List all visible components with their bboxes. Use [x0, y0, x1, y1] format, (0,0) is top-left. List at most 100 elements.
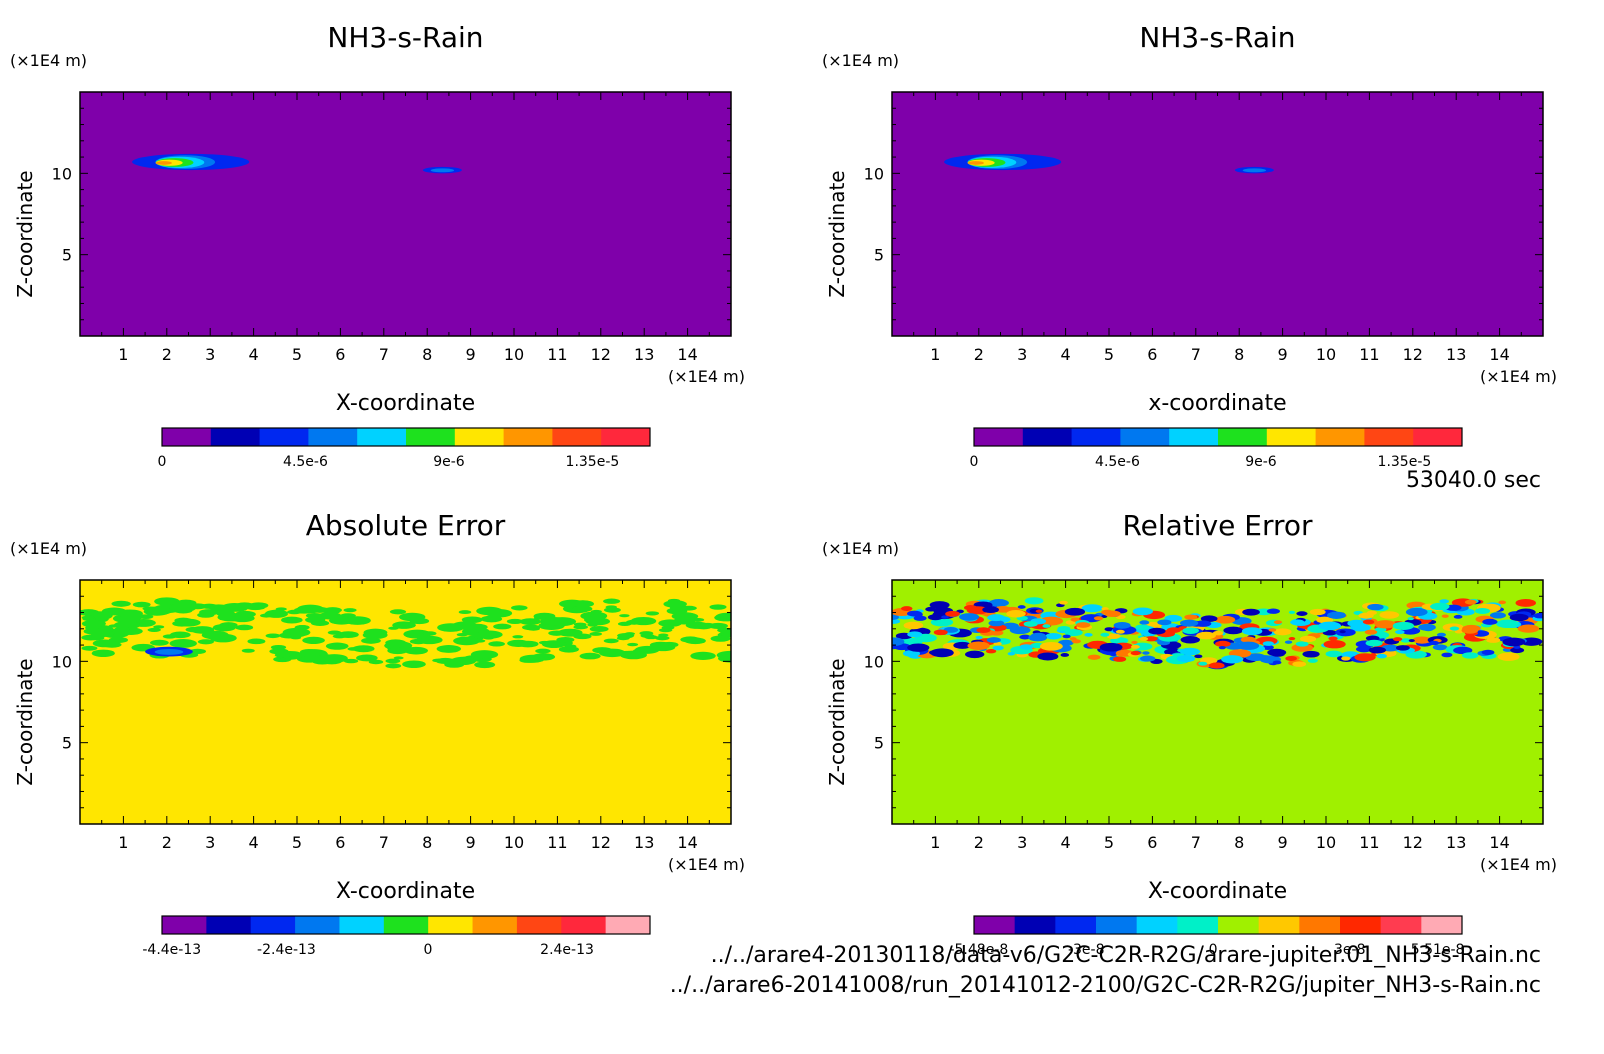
y-tick-label: 10 — [864, 652, 884, 671]
noise-patch — [385, 663, 402, 669]
x-tick-label: 11 — [547, 833, 567, 852]
noise-patch — [1318, 621, 1342, 631]
x-tick-label: 6 — [335, 833, 345, 852]
x-unit-label: (×1E4 m) — [668, 855, 745, 874]
noise-patch — [1214, 615, 1236, 624]
noise-patch — [92, 639, 117, 648]
noise-patch — [709, 604, 727, 610]
colorbar-label: 1.35e-5 — [566, 454, 620, 470]
noise-patch — [154, 597, 180, 606]
noise-patch — [658, 628, 673, 633]
noise-patch — [892, 637, 905, 647]
x-tick-label: 3 — [205, 833, 215, 852]
noise-patch — [1071, 639, 1081, 644]
noise-patch — [1412, 636, 1432, 644]
colorbar-swatch — [308, 428, 358, 446]
file-path-2: ../../arare6-20141008/run_20141012-2100/… — [669, 973, 1541, 998]
noise-patch — [1019, 644, 1034, 650]
noise-patch — [293, 607, 315, 614]
x-tick-label: 3 — [1017, 345, 1027, 364]
noise-patch — [1407, 617, 1414, 621]
noise-patch — [1482, 618, 1498, 625]
noise-patch — [1176, 655, 1196, 663]
noise-patch — [485, 609, 513, 618]
noise-patch — [1515, 599, 1536, 607]
noise-patch — [619, 614, 630, 618]
noise-patch — [603, 607, 621, 613]
x-tick-label: 2 — [974, 345, 984, 364]
colorbar-swatch — [1169, 428, 1219, 446]
noise-patch — [1057, 625, 1071, 632]
noise-patch — [1130, 644, 1140, 649]
colorbar-swatch — [162, 916, 207, 934]
colorbar-swatch — [1266, 428, 1317, 446]
noise-patch — [1475, 607, 1491, 614]
noise-patch — [558, 646, 579, 653]
noise-patch — [1453, 646, 1473, 655]
noise-patch — [1080, 614, 1102, 623]
noise-patch — [507, 639, 530, 647]
noise-patch — [587, 623, 599, 627]
feature-blob-1-layer-6 — [155, 161, 172, 165]
noise-patch — [1509, 613, 1529, 622]
x-tick-label: 1 — [118, 833, 128, 852]
colorbar-swatch — [1258, 916, 1300, 934]
colorbar-label: 3e-8 — [1334, 942, 1365, 958]
colorbar-label: 0 — [423, 942, 432, 958]
noise-patch — [1039, 616, 1064, 626]
x-tick-label: 13 — [634, 833, 654, 852]
noise-patch — [281, 616, 303, 624]
x-unit-label: (×1E4 m) — [1480, 855, 1557, 874]
x-tick-label: 12 — [591, 345, 611, 364]
noise-patch — [645, 611, 660, 616]
noise-patch — [219, 622, 238, 628]
noise-patch — [132, 601, 151, 608]
noise-patch — [1042, 624, 1051, 628]
noise-patch — [81, 615, 95, 620]
noise-patch — [1115, 629, 1125, 634]
x-axis-label: x-coordinate — [1148, 391, 1286, 416]
noise-patch — [1035, 609, 1043, 613]
noise-patch — [150, 639, 169, 646]
noise-patch — [680, 636, 701, 643]
noise-patch — [327, 630, 342, 635]
noise-patch — [197, 639, 215, 645]
noise-patch — [1365, 639, 1383, 647]
noise-patch — [1179, 647, 1201, 656]
noise-patch — [1497, 652, 1520, 661]
noise-patch — [1273, 628, 1292, 636]
noise-patch — [1273, 620, 1283, 625]
noise-patch — [1241, 627, 1263, 636]
noise-patch — [1081, 604, 1103, 613]
noise-patch — [651, 643, 676, 652]
noise-patch — [1093, 616, 1104, 621]
file-path-1: ../../arare4-20130118/data-v6/G2C-C2R-R2… — [710, 943, 1541, 968]
noise-patch — [900, 606, 913, 611]
colorbar-swatch — [1136, 916, 1178, 934]
noise-patch — [1439, 599, 1450, 604]
noise-patch — [1139, 620, 1150, 625]
noise-patch — [1445, 604, 1462, 611]
x-tick-label: 5 — [292, 345, 302, 364]
colorbar-swatch — [1299, 916, 1341, 934]
noise-patch — [1007, 651, 1016, 656]
y-tick-label: 10 — [864, 164, 884, 183]
noise-patch — [1368, 646, 1387, 654]
noise-patch — [640, 633, 655, 638]
x-tick-label: 2 — [162, 345, 172, 364]
noise-patch — [616, 636, 630, 641]
noise-patch — [930, 648, 954, 658]
field-features — [132, 153, 462, 174]
noise-patch — [617, 621, 632, 627]
colorbar-swatch — [259, 428, 309, 446]
noise-patch — [437, 623, 465, 632]
x-axis-label: X-coordinate — [336, 391, 475, 416]
noise-patch — [599, 648, 626, 658]
noise-patch — [217, 613, 244, 622]
noise-patch — [343, 608, 357, 613]
colorbar-swatch — [339, 916, 385, 934]
noise-patch — [663, 600, 687, 608]
noise-patch — [1084, 633, 1093, 637]
noise-patch — [411, 614, 423, 618]
